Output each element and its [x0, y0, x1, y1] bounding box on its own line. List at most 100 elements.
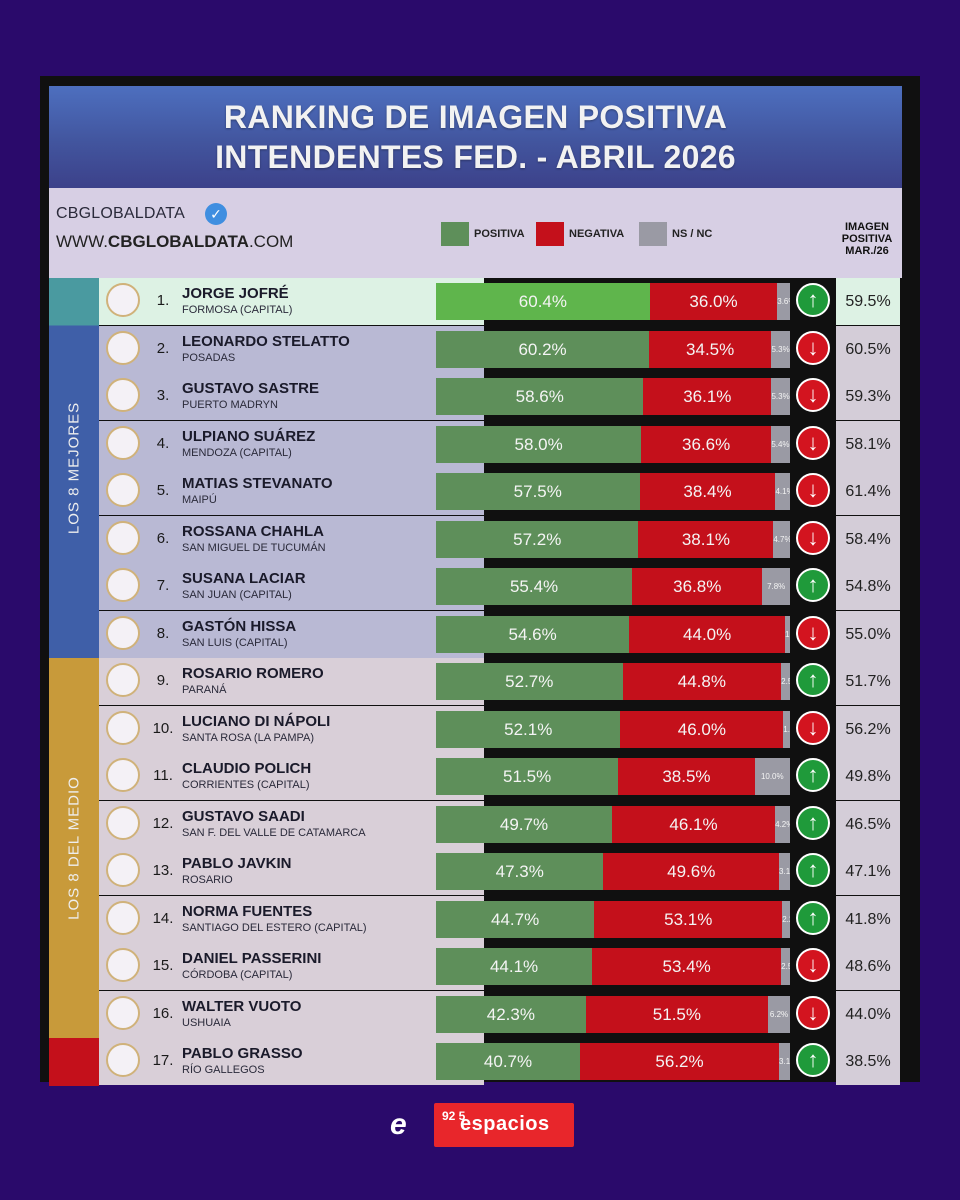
label-nsnc: 3.1	[779, 867, 790, 876]
ranking-row: 1. JORGE JOFRÉ FORMOSA (CAPITAL) 60.4% 36.0%…	[49, 278, 902, 325]
brand-url-bold: CBGLOBALDATA	[107, 232, 249, 251]
ranking-row: 13. PABLO JAVKIN ROSARIO 47.3% 49.6% 3.1 ↑ 47.1…	[49, 848, 902, 895]
brand-url: WWW.CBGLOBALDATA.COM	[56, 232, 293, 252]
prev-value: 59.3%	[836, 373, 900, 420]
avatar	[106, 520, 140, 555]
prev-value: 38.5%	[836, 1038, 900, 1085]
stacked-bar: 60.2% 34.5% 5.3%	[436, 330, 790, 368]
rank-number: 1.	[156, 292, 170, 309]
rank-number: 4.	[156, 434, 170, 452]
rank-number: 9.	[156, 672, 170, 689]
bar-positiva	[436, 853, 604, 890]
rank-number: 14.	[152, 909, 174, 927]
city-name: SAN LUIS (CAPITAL)	[182, 636, 288, 649]
bar-positiva	[436, 1043, 581, 1080]
rank-number: 7.	[156, 577, 170, 594]
mayor-name: DANIEL PASSERINI	[182, 950, 322, 967]
label-negativa: 44.8%	[677, 672, 726, 691]
title-line-2: INTENDENTES FED. - ABRIL 2026	[215, 139, 736, 175]
label-positiva: 52.7%	[505, 672, 554, 691]
bar-negativa	[618, 758, 755, 795]
avatar	[106, 900, 140, 935]
bar-positiva	[436, 900, 595, 938]
brand-name: CBGLOBALDATA	[56, 205, 185, 222]
rank-number: 12.	[152, 814, 174, 832]
bar-positiva	[436, 520, 639, 558]
stacked-bar: 42.3% 51.5% 6.2%	[436, 995, 790, 1033]
bar-negativa	[585, 995, 769, 1033]
mayor-name: GASTÓN HISSA	[182, 617, 297, 635]
avatar	[106, 758, 140, 792]
avatar	[106, 378, 140, 412]
label-nsnc: 5.3%	[771, 344, 790, 354]
avatar	[106, 615, 140, 650]
mayor-name: NORMA FUENTES	[182, 902, 313, 920]
avatar	[106, 805, 140, 840]
label-positiva: 55.4%	[509, 577, 559, 596]
mayor-name: LEONARDO STELATTO	[182, 332, 350, 350]
avatar	[106, 330, 140, 365]
bar-negativa	[620, 710, 784, 748]
bar-negativa	[629, 615, 786, 653]
mayor-name: GUSTAVO SASTRE	[182, 380, 319, 397]
avatar	[106, 710, 140, 745]
label-positiva: 60.2%	[518, 339, 567, 359]
label-negativa: 36.8%	[673, 577, 722, 596]
bar-positiva	[436, 995, 586, 1033]
bar-nsnc	[781, 663, 790, 700]
bar-negativa	[603, 853, 780, 890]
city-name: USHUAIA	[182, 1016, 231, 1029]
city-name: ROSARIO	[182, 874, 233, 886]
arrow-up-icon: ↑	[796, 663, 830, 697]
label-positiva: 60.4%	[518, 292, 567, 311]
row-background	[99, 1038, 484, 1085]
row-background	[99, 848, 484, 895]
ranking-row: 15. DANIEL PASSERINI CÓRDOBA (CAPITAL) 44.1…	[49, 943, 902, 990]
mayor-name: ROSSANA CHAHLA	[182, 522, 324, 540]
stacked-bar: 44.1% 53.4% 2.5	[436, 948, 790, 985]
label-positiva: 58.6%	[515, 387, 564, 406]
ranking-row: 7. SUSANA LACIAR SAN JUAN (CAPITAL) 55.4% 36…	[49, 563, 902, 610]
avatar	[106, 568, 140, 602]
mayor-name: ULPIANO SUÁREZ	[182, 427, 316, 445]
label-negativa: 36.1%	[683, 387, 732, 406]
label-nsnc: 4.7%	[773, 534, 790, 544]
arrow-up-icon: ↑	[796, 283, 830, 317]
bar-nsnc	[771, 330, 790, 368]
stacked-bar: 51.5% 38.5% 10.0%	[436, 758, 790, 795]
bar-nsnc	[777, 283, 790, 320]
mayor-name: PABLO GRASSO	[182, 1045, 303, 1062]
bar-nsnc	[782, 900, 790, 938]
stacked-bar: 47.3% 49.6% 3.1	[436, 853, 790, 890]
label-nsnc: 7.8%	[767, 582, 786, 591]
prev-value: 51.7%	[836, 658, 900, 705]
label-nsnc: 10.0%	[760, 772, 784, 781]
label-positiva: 47.3%	[495, 862, 544, 881]
row-background	[99, 373, 484, 420]
bar-positiva	[436, 663, 623, 700]
bar-positiva	[436, 330, 650, 368]
arrow-down-icon: ↓	[796, 995, 830, 1030]
legend-label-positiva: POSITIVA	[474, 228, 525, 240]
prev-value: 41.8%	[836, 895, 900, 943]
title-line-1: RANKING DE IMAGEN POSITIVA	[223, 99, 728, 135]
arrow-up-icon: ↑	[796, 853, 830, 887]
stacked-bar: 55.4% 36.8% 7.8%	[436, 568, 790, 605]
rank-number: 16.	[152, 1004, 174, 1022]
stacked-bar: 52.7% 44.8% 2.5	[436, 663, 790, 700]
arrow-up-icon: ↑	[796, 900, 830, 935]
mayor-name: CLAUDIO POLICH	[182, 760, 312, 777]
prev-value: 60.5%	[836, 325, 900, 373]
bar-nsnc	[775, 473, 790, 510]
mayor-name: GUSTAVO SAADI	[182, 807, 305, 825]
bar-nsnc	[775, 805, 790, 843]
label-negativa: 38.4%	[683, 482, 732, 501]
prev-value: 49.8%	[836, 753, 900, 800]
label-negativa: 53.1%	[664, 909, 713, 929]
brand-url-suffix: .COM	[248, 232, 294, 251]
footer-logo: e 92 5 espacios	[390, 1103, 574, 1147]
stacked-bar: 54.6% 44.0% 1.4	[436, 615, 790, 653]
avatar	[106, 473, 140, 507]
bar-nsnc	[770, 425, 790, 463]
mayor-name: MATIAS STEVANATO	[182, 475, 333, 492]
